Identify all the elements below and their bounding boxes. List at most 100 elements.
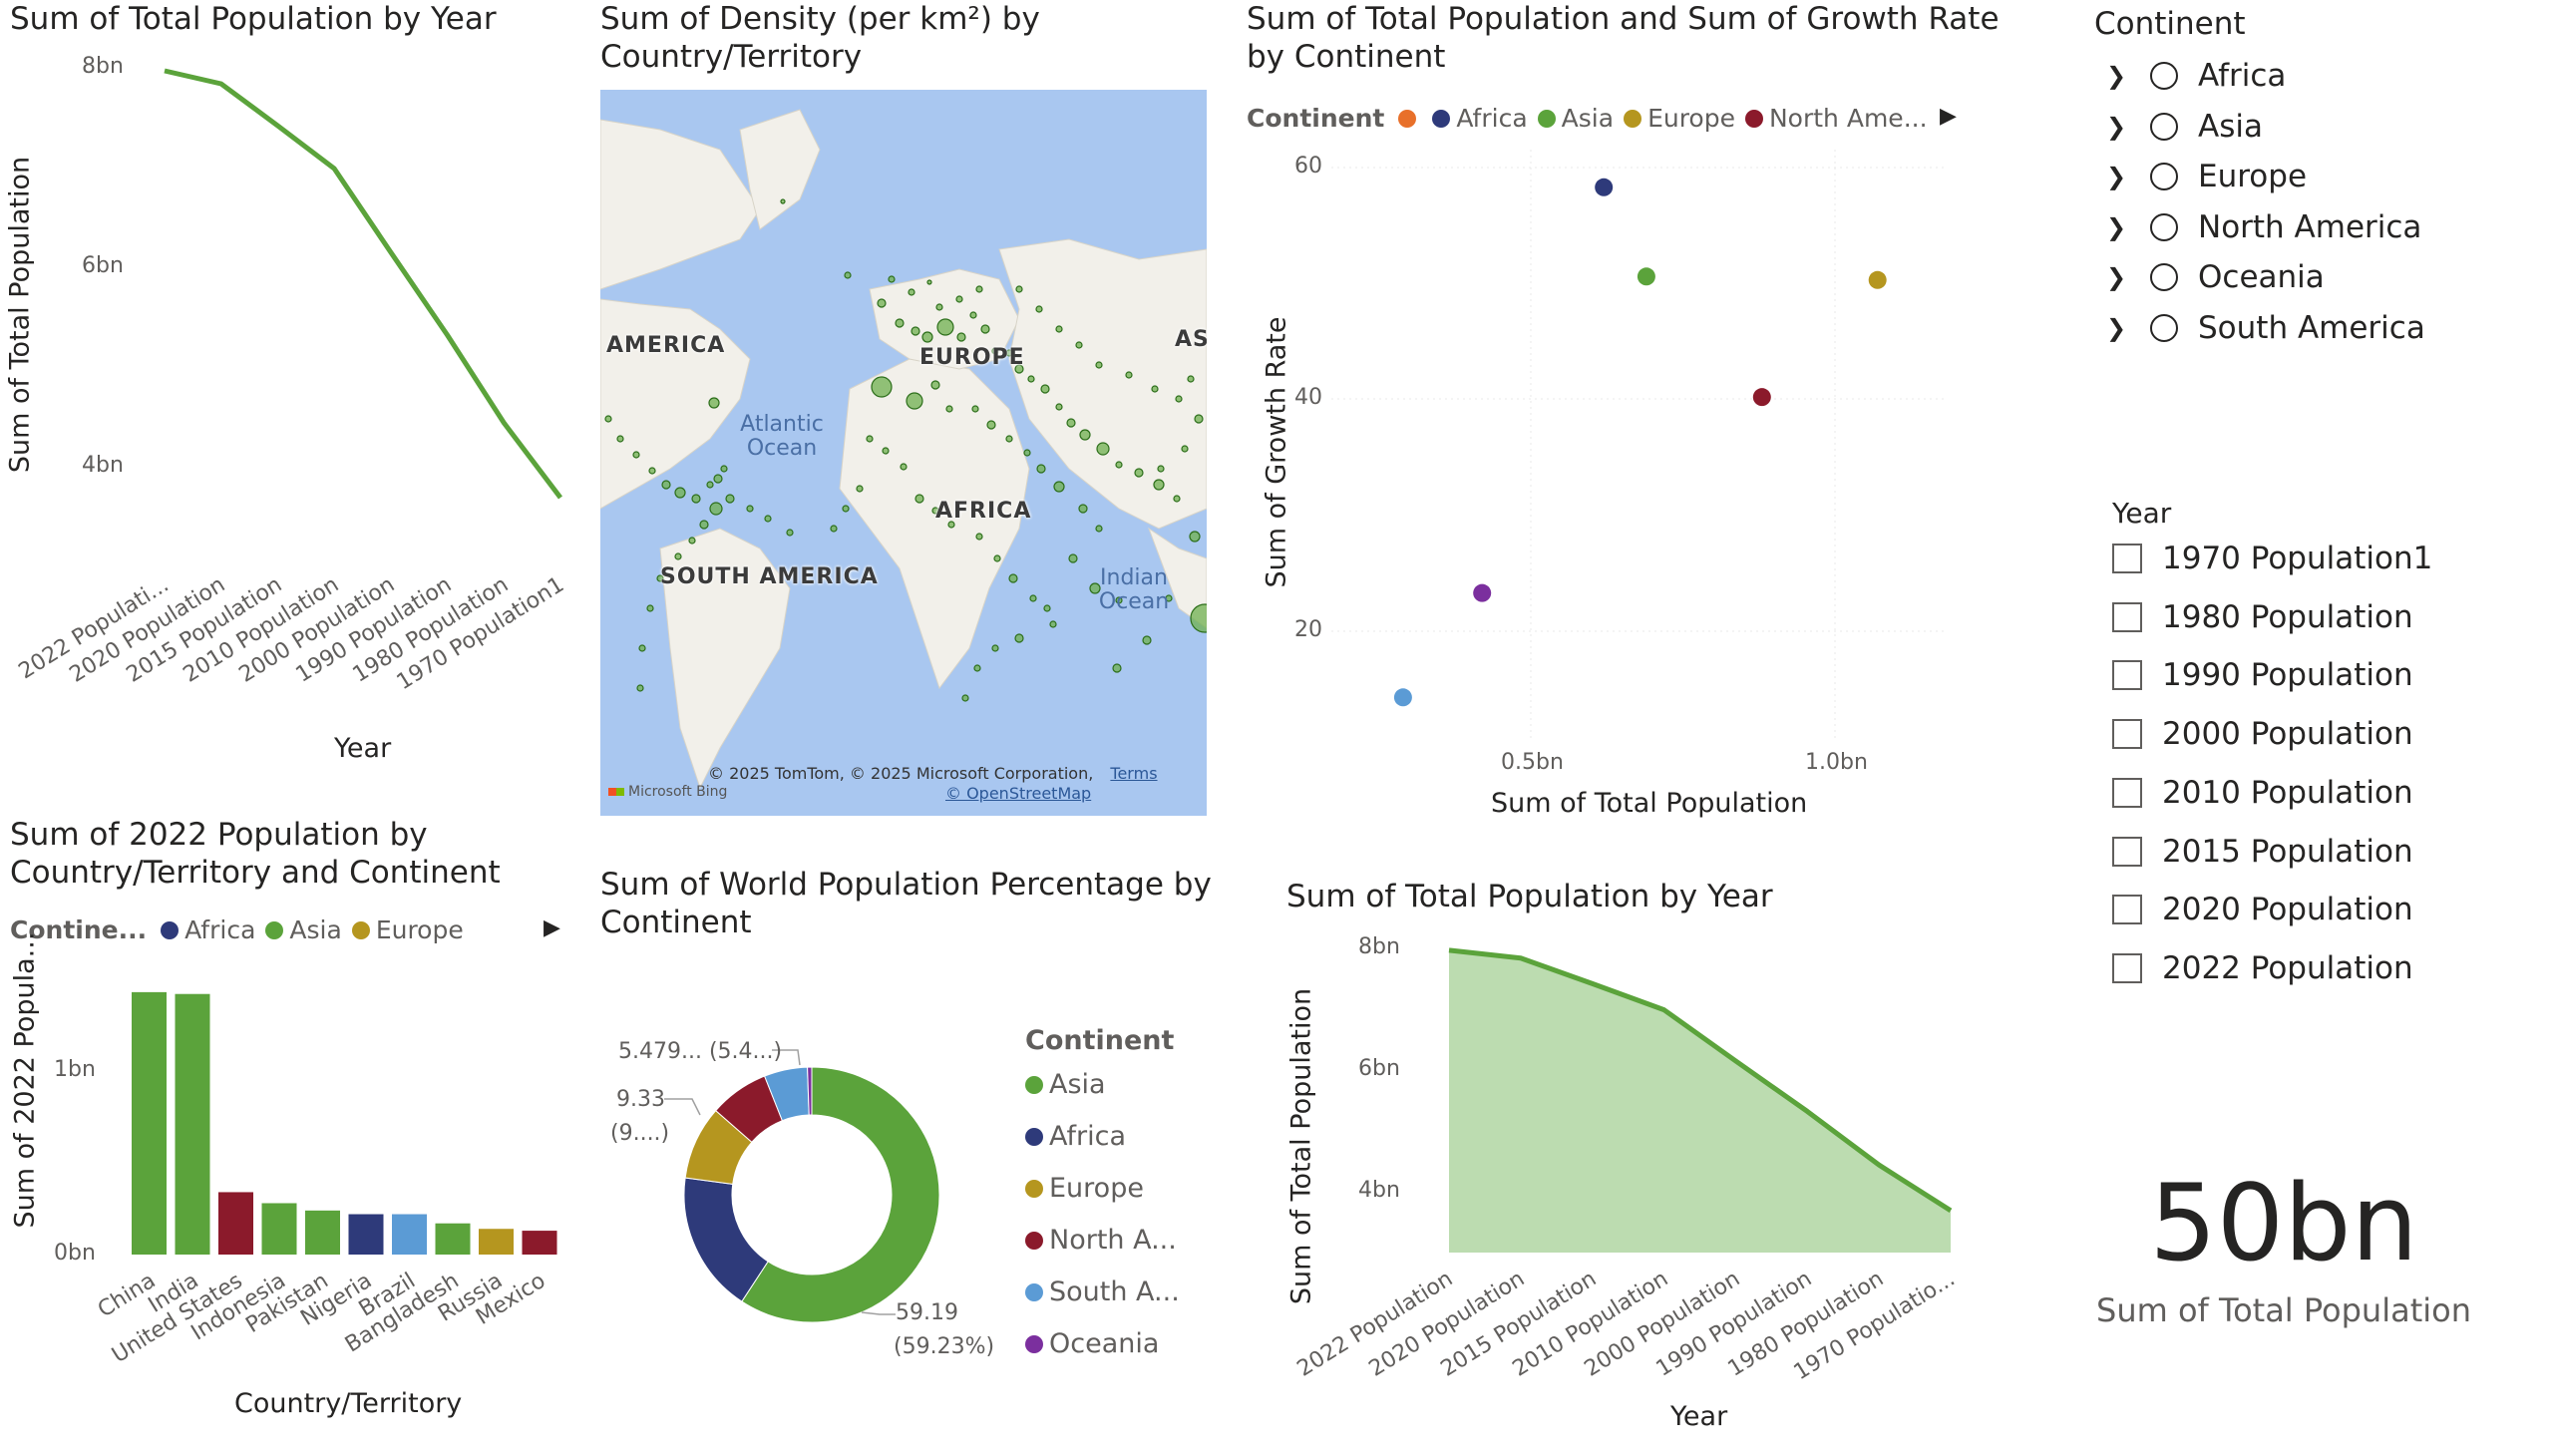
chevron-right-icon[interactable]: ❯ [2106, 163, 2127, 190]
map-visual[interactable]: Sum of Density (per km²) by Country/Terr… [600, 0, 1209, 828]
year-slicer-item[interactable]: 2020 Population [2112, 892, 2413, 927]
year-slicer-item[interactable]: 1980 Population [2112, 599, 2413, 635]
map-bubble [844, 271, 852, 279]
map-bubble [1181, 445, 1189, 453]
chevron-right-icon[interactable]: ❯ [2106, 62, 2127, 90]
radio-button[interactable] [2150, 263, 2178, 291]
scatter-legend-next-arrow[interactable]: ▶ [1940, 104, 1957, 129]
map-title: Sum of Density (per km²) by Country/Terr… [600, 1, 1040, 75]
map-bubble [746, 505, 754, 513]
chevron-right-icon[interactable]: ❯ [2106, 263, 2127, 291]
scatter-point [1595, 178, 1614, 196]
map-bubble [780, 198, 786, 204]
bar-legend-next-arrow[interactable]: ▶ [544, 915, 560, 940]
continent-slicer-item[interactable]: ❯ North America [2106, 209, 2421, 245]
bar-chart-visual[interactable]: Sum of 2022 Population by Country/Territ… [10, 816, 578, 1454]
checkbox[interactable] [2112, 660, 2142, 691]
donut-legend-item[interactable]: Oceania [1025, 1328, 1159, 1359]
donut-slice [741, 1066, 940, 1323]
year-slicer-item[interactable]: 1990 Population [2112, 657, 2413, 693]
bar-ytick: 0bn [54, 1241, 96, 1266]
radio-button[interactable] [2150, 112, 2178, 141]
map-bubble [908, 288, 915, 296]
scatter-legend-item[interactable]: Asia [1537, 104, 1614, 133]
checkbox[interactable] [2112, 544, 2142, 573]
map-bubble [713, 474, 723, 484]
map-attribution: © 2025 TomTom, © 2025 Microsoft Corporat… [708, 764, 1158, 783]
scatter-legend: Continent Africa Asia Europe North Ame... [1247, 104, 1938, 133]
radio-button[interactable] [2150, 163, 2178, 190]
donut-legend-item[interactable]: Asia [1025, 1069, 1106, 1100]
radio-button[interactable] [2150, 62, 2178, 90]
area-chart-visual[interactable]: Sum of Total Population by Year Sum of T… [1286, 878, 2005, 1456]
legend-dot [1025, 1282, 1043, 1301]
donut-legend-item[interactable]: North A... [1025, 1225, 1177, 1256]
scatter-ytick: 40 [1294, 385, 1322, 410]
legend-dot [1537, 109, 1556, 128]
map-attribution-text: © 2025 TomTom, © 2025 Microsoft Corporat… [708, 764, 1094, 783]
map-bubble [871, 376, 893, 398]
map-bubble [1008, 573, 1018, 583]
continent-slicer[interactable]: Continent ❯ Africa ❯ Asia ❯ Europe ❯ North Amer… [2094, 0, 2533, 359]
scatter-chart-visual[interactable]: Sum of Total Population and Sum of Growt… [1247, 0, 2005, 828]
map-osm-link[interactable]: © OpenStreetMap [945, 784, 1092, 803]
bar-legend-item[interactable]: Europe [351, 915, 464, 944]
checkbox[interactable] [2112, 601, 2142, 632]
checkbox[interactable] [2112, 952, 2142, 983]
year-slicer-item[interactable]: 2000 Population [2112, 716, 2413, 752]
legend-dot [1025, 1231, 1043, 1250]
line-series [164, 68, 562, 500]
scatter-xtick: 0.5bn [1501, 750, 1564, 775]
scatter-ytick: 20 [1294, 617, 1322, 642]
donut-chart-visual[interactable]: Sum of World Population Percentage by Co… [600, 0, 1239, 1456]
checkbox[interactable] [2112, 836, 2142, 867]
map-bubble [1005, 349, 1013, 357]
year-slicer-item[interactable]: 1970 Population1 [2112, 541, 2432, 576]
map-bubble [709, 502, 723, 516]
card-label: Sum of Total Population [2096, 1291, 2471, 1329]
map-bubble [975, 285, 983, 293]
scatter-legend-item[interactable]: Europe [1624, 104, 1735, 133]
radio-button[interactable] [2150, 313, 2178, 342]
continent-slicer-item[interactable]: ❯ Europe [2106, 159, 2307, 194]
bubble-map[interactable]: AMERICA EUROPE AFRICA SOUTH AMERICA AS A… [600, 90, 1207, 816]
checkbox[interactable] [2112, 895, 2142, 925]
map-bubble [1095, 525, 1103, 533]
line-chart-visual[interactable]: Sum of Total Population by Year Sum of T… [5, 0, 578, 788]
continent-slicer-item[interactable]: ❯ Africa [2106, 58, 2286, 94]
donut-legend-item[interactable]: South A... [1025, 1276, 1180, 1307]
map-bubble [930, 380, 940, 390]
donut-legend-item[interactable]: Africa [1025, 1121, 1126, 1152]
continent-slicer-item[interactable]: ❯ South America [2106, 310, 2425, 346]
bar-legend-title: Contine... [10, 915, 148, 944]
year-slicer[interactable]: Year 1970 Population1 1980 Population 1990… [2112, 489, 2531, 1007]
continent-slicer-item[interactable]: ❯ Asia [2106, 109, 2263, 145]
chevron-right-icon[interactable]: ❯ [2106, 212, 2127, 241]
legend-dot [1025, 1334, 1043, 1353]
map-bubble [961, 694, 969, 702]
checkbox[interactable] [2112, 719, 2142, 750]
year-slicer-item[interactable]: 2022 Population [2112, 950, 2413, 986]
bar [522, 1231, 557, 1255]
map-bubble [764, 515, 772, 523]
legend-dot [161, 920, 180, 939]
chevron-right-icon[interactable]: ❯ [2106, 112, 2127, 141]
map-bubble [1112, 663, 1122, 673]
scatter-legend-item[interactable] [1398, 104, 1422, 133]
scatter-legend-item[interactable]: Africa [1432, 104, 1528, 133]
map-bubble [1096, 442, 1110, 456]
donut-leader [772, 1049, 801, 1066]
radio-button[interactable] [2150, 212, 2178, 241]
bar-legend-item[interactable]: Africa [161, 915, 255, 944]
donut-legend-item[interactable]: Europe [1025, 1173, 1144, 1204]
scatter-legend-item[interactable]: North Ame... [1744, 104, 1928, 133]
bar-legend-item[interactable]: Asia [265, 915, 342, 944]
year-slicer-item[interactable]: 2010 Population [2112, 775, 2413, 811]
chevron-right-icon[interactable]: ❯ [2106, 313, 2127, 342]
bar-ytick: 1bn [54, 1057, 96, 1082]
continent-slicer-item[interactable]: ❯ Oceania [2106, 259, 2325, 295]
map-terms-link[interactable]: Terms [1110, 764, 1158, 783]
continent-slicer-title: Continent [2094, 6, 2246, 42]
year-slicer-item[interactable]: 2015 Population [2112, 834, 2413, 870]
checkbox[interactable] [2112, 777, 2142, 808]
